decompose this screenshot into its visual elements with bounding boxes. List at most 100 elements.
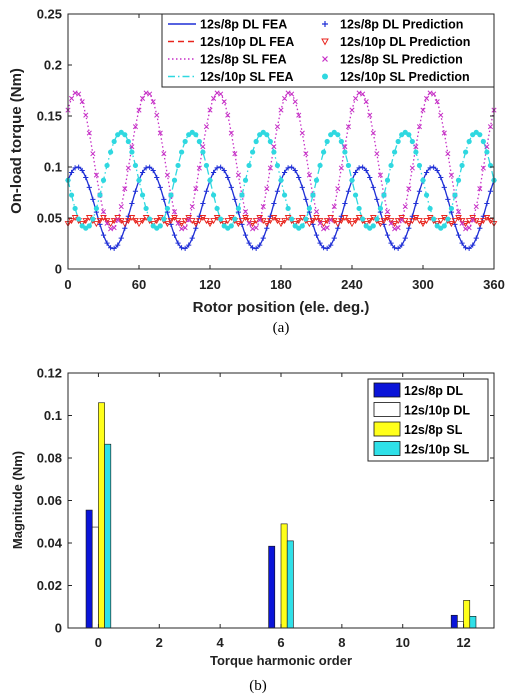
prediction-marker-3 (427, 205, 433, 212)
prediction-marker-1 (139, 218, 146, 225)
prediction-marker-2 (328, 217, 334, 223)
bar-0-2 (450, 614, 458, 629)
chart-b-x-tick-label: 12 (456, 635, 470, 650)
prediction-marker-0 (296, 174, 302, 181)
legend-label: 12s/10p DL (404, 404, 470, 418)
prediction-marker-3 (122, 132, 128, 138)
prediction-marker-1 (281, 218, 288, 225)
prediction-marker-2 (118, 204, 124, 210)
prediction-marker-1 (416, 218, 423, 225)
chart-a-y-axis-label: On-load torque (Nm) (8, 68, 25, 214)
prediction-marker-1 (135, 221, 143, 228)
prediction-marker-1 (391, 221, 398, 228)
legend-label: 12s/10p SL FEA (200, 70, 294, 84)
prediction-marker-3 (86, 223, 92, 229)
prediction-marker-0 (285, 165, 291, 171)
chart-b-y-tick-label: 0.12 (37, 366, 62, 381)
legend-swatch (373, 441, 401, 456)
chart-a-y-tick-label: 0.2 (44, 58, 62, 73)
prediction-marker-3 (466, 138, 472, 145)
prediction-marker-3 (228, 223, 234, 229)
prediction-marker-2 (76, 91, 82, 97)
bar-3-2 (469, 616, 477, 629)
prediction-marker-0 (150, 167, 156, 174)
prediction-marker-1 (448, 221, 455, 228)
prediction-marker-2 (90, 151, 96, 157)
prediction-marker-1 (437, 218, 445, 225)
chart-a-y-tick-label: 0.05 (37, 211, 62, 226)
prediction-marker-0 (200, 200, 206, 207)
chart-a-y-tick-label: 0 (55, 262, 62, 277)
prediction-marker-2 (384, 209, 391, 215)
prediction-marker-0 (466, 245, 472, 251)
prediction-marker-1 (472, 218, 480, 225)
torque-waveform-chart: 0 60 120 180 240 300 360 0 0.05 0.1 0.15 0.2 0.25 R… (8, 7, 505, 337)
prediction-marker-1 (256, 215, 264, 222)
prediction-marker-2 (423, 95, 430, 102)
prediction-marker-3 (317, 162, 323, 169)
prediction-marker-2 (203, 124, 210, 130)
prediction-marker-3 (274, 162, 281, 169)
prediction-marker-2 (86, 130, 92, 136)
legend-swatch (373, 421, 401, 437)
prediction-marker-3 (196, 138, 202, 145)
chart-a-legend-box (161, 13, 495, 88)
prediction-marker-3 (200, 149, 206, 155)
chart-a-x-tick-label: 360 (483, 277, 505, 292)
prediction-marker-2 (68, 95, 75, 102)
prediction-marker-2 (360, 91, 366, 97)
prediction-marker-0 (423, 169, 430, 176)
prediction-marker-3 (463, 149, 469, 155)
prediction-marker-2 (416, 124, 423, 130)
chart-a-x-tick-label: 120 (199, 277, 221, 292)
prediction-marker-2 (136, 107, 142, 113)
prediction-marker-0 (246, 240, 252, 246)
prediction-marker-3 (72, 205, 78, 212)
prediction-marker-0 (455, 232, 462, 238)
prediction-marker-3 (448, 205, 454, 212)
prediction-marker-2 (402, 204, 408, 210)
prediction-marker-0 (271, 200, 277, 207)
chart-a-y-tick-label: 0.1 (44, 160, 62, 175)
prediction-marker-3 (356, 205, 362, 212)
prediction-marker-1 (377, 221, 384, 228)
prediction-marker-0 (225, 174, 231, 181)
prediction-marker-2 (285, 90, 291, 96)
prediction-marker-0 (342, 200, 348, 207)
prediction-marker-1 (323, 218, 331, 225)
prediction-marker-1 (121, 221, 129, 228)
prediction-marker-1 (366, 218, 374, 225)
prediction-marker-3 (360, 216, 366, 222)
chart-b-y-tick-label: 0.04 (37, 536, 63, 551)
prediction-marker-0 (352, 169, 359, 176)
prediction-marker-3 (409, 138, 415, 145)
prediction-marker-2 (250, 226, 256, 232)
prediction-marker-3 (129, 149, 135, 155)
chart-b-y-tick-label: 0.06 (37, 493, 62, 508)
prediction-marker-2 (466, 225, 472, 231)
prediction-marker-3 (235, 205, 241, 212)
prediction-marker-3 (381, 192, 387, 198)
chart-b-legend: 12s/8p DL 12s/10p DL 12s/8p SL 12s/10p SL (367, 378, 489, 462)
chart-b-y-tick-label: 0.02 (37, 578, 62, 593)
prediction-marker-3 (477, 132, 483, 138)
prediction-marker-2 (111, 225, 117, 231)
prediction-marker-3 (335, 132, 341, 138)
prediction-marker-3 (338, 138, 344, 145)
prediction-marker-2 (171, 209, 178, 215)
prediction-marker-1 (203, 218, 210, 225)
prediction-marker-0 (257, 242, 263, 248)
chart-b-x-ticks: 0 2 4 6 8 10 12 (95, 373, 471, 650)
prediction-marker-1 (277, 221, 285, 228)
prediction-marker-3 (161, 216, 167, 222)
legend-label: 12s/8p SL (404, 423, 463, 437)
prediction-marker-2 (299, 130, 305, 136)
prediction-marker-1 (114, 215, 122, 222)
prediction-marker-3 (210, 192, 217, 198)
chart-a-legend: 12s/8p DL FEA 12s/8p DL Prediction 12s/10p… (161, 13, 495, 88)
prediction-marker-0 (210, 169, 217, 176)
prediction-marker-2 (480, 165, 486, 171)
prediction-marker-1 (387, 218, 395, 225)
prediction-marker-2 (374, 151, 380, 157)
prediction-marker-2 (342, 144, 348, 150)
